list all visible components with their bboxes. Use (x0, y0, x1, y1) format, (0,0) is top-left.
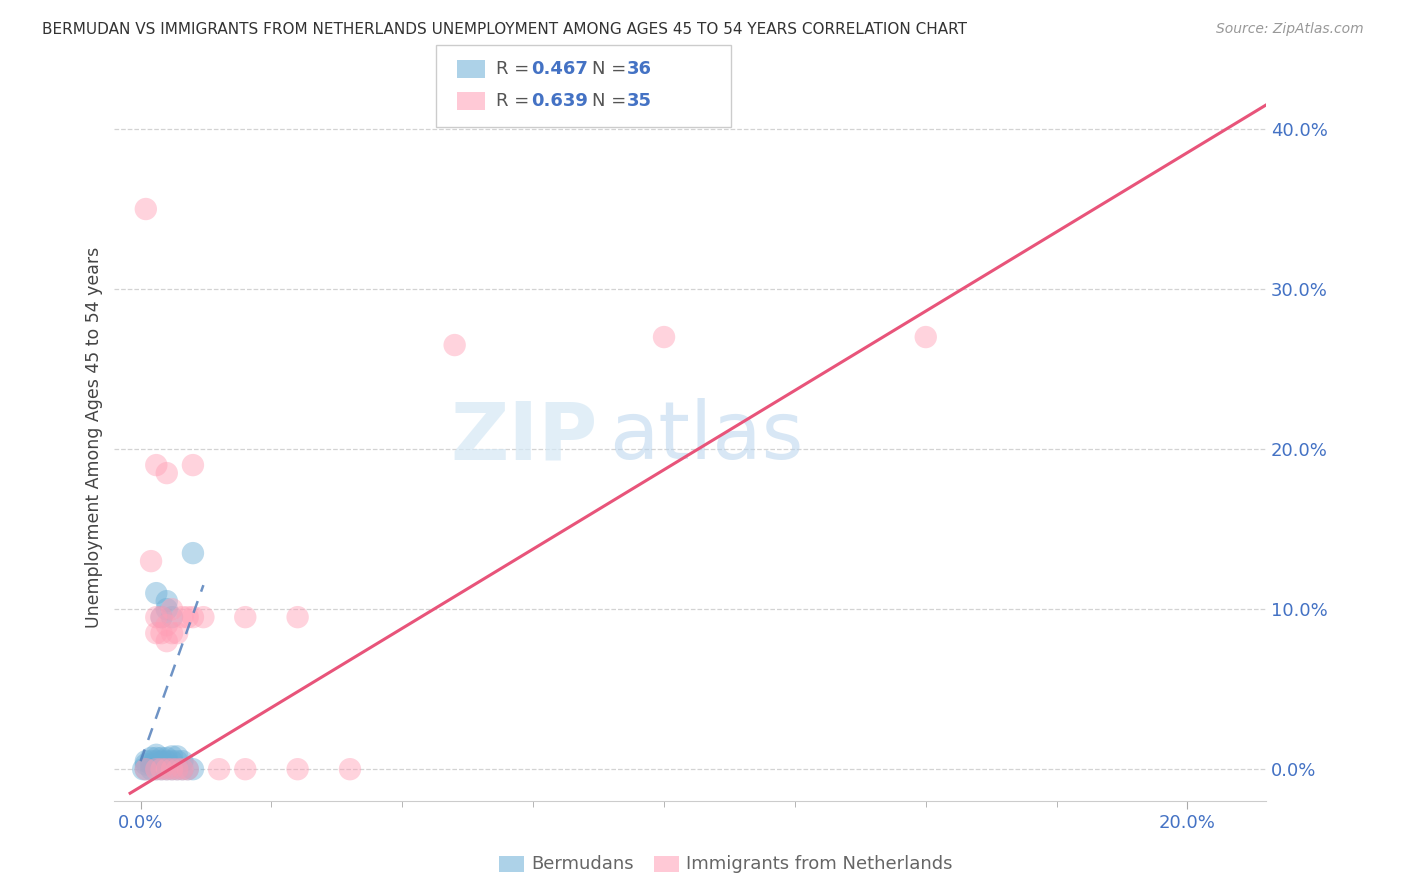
Text: N =: N = (592, 60, 631, 78)
Point (150, 626, 173, 640)
Point (193, 610, 215, 624)
Point (139, 757, 162, 772)
Point (914, 330, 936, 344)
Text: R =: R = (496, 60, 536, 78)
Point (135, 754, 157, 768)
Point (156, 466, 179, 480)
Point (150, 610, 173, 624)
Point (145, 586, 167, 600)
Point (145, 762, 167, 776)
Point (652, 330, 675, 344)
Point (156, 762, 179, 776)
Text: 0.639: 0.639 (531, 92, 588, 110)
Point (145, 757, 167, 772)
Y-axis label: Unemployment Among Ages 45 to 54 years: Unemployment Among Ages 45 to 54 years (86, 246, 103, 628)
Point (156, 754, 179, 768)
Point (208, 762, 231, 776)
Text: ZIP: ZIP (451, 398, 598, 476)
Point (135, 757, 157, 772)
Point (150, 610, 173, 624)
Point (160, 626, 183, 640)
Point (233, 610, 256, 624)
Point (172, 610, 194, 624)
Point (139, 751, 162, 765)
Point (181, 546, 204, 560)
Text: N =: N = (592, 92, 631, 110)
Point (287, 762, 309, 776)
Point (150, 762, 173, 776)
Point (176, 610, 198, 624)
Text: Bermudans: Bermudans (531, 855, 634, 873)
Point (160, 762, 183, 776)
Point (135, 762, 157, 776)
Point (156, 594, 179, 608)
Point (172, 762, 194, 776)
Point (287, 610, 309, 624)
Point (160, 749, 183, 764)
Point (156, 618, 179, 632)
Point (145, 610, 167, 624)
Point (160, 610, 183, 624)
Point (156, 751, 179, 765)
Point (150, 757, 173, 772)
Point (156, 762, 179, 776)
Point (145, 626, 167, 640)
Text: atlas: atlas (610, 398, 804, 476)
Point (156, 602, 179, 616)
Point (150, 762, 173, 776)
Point (156, 634, 179, 648)
Point (150, 754, 173, 768)
Text: Immigrants from Netherlands: Immigrants from Netherlands (686, 855, 953, 873)
Point (145, 751, 167, 765)
Point (160, 754, 183, 768)
Text: R =: R = (496, 92, 536, 110)
Point (166, 762, 188, 776)
Point (181, 610, 204, 624)
Point (176, 762, 198, 776)
Point (172, 754, 194, 768)
Point (181, 458, 204, 472)
Point (135, 202, 157, 216)
Point (233, 762, 256, 776)
Point (160, 602, 183, 616)
Point (135, 762, 157, 776)
Point (176, 762, 198, 776)
Point (160, 762, 183, 776)
Point (166, 626, 188, 640)
Point (145, 754, 167, 768)
Point (339, 762, 361, 776)
Text: Source: ZipAtlas.com: Source: ZipAtlas.com (1216, 22, 1364, 37)
Point (145, 747, 167, 762)
Point (150, 751, 173, 765)
Point (166, 762, 188, 776)
Text: BERMUDAN VS IMMIGRANTS FROM NETHERLANDS UNEMPLOYMENT AMONG AGES 45 TO 54 YEARS C: BERMUDAN VS IMMIGRANTS FROM NETHERLANDS … (42, 22, 967, 37)
Text: 36: 36 (627, 60, 652, 78)
Text: 35: 35 (627, 92, 652, 110)
Point (139, 762, 162, 776)
Point (443, 338, 465, 352)
Point (139, 754, 162, 768)
Point (181, 762, 204, 776)
Point (145, 762, 167, 776)
Point (132, 762, 155, 776)
Point (145, 458, 167, 472)
Point (139, 554, 162, 568)
Point (166, 754, 188, 768)
Point (166, 749, 188, 764)
Text: 0.467: 0.467 (531, 60, 588, 78)
Point (172, 762, 194, 776)
